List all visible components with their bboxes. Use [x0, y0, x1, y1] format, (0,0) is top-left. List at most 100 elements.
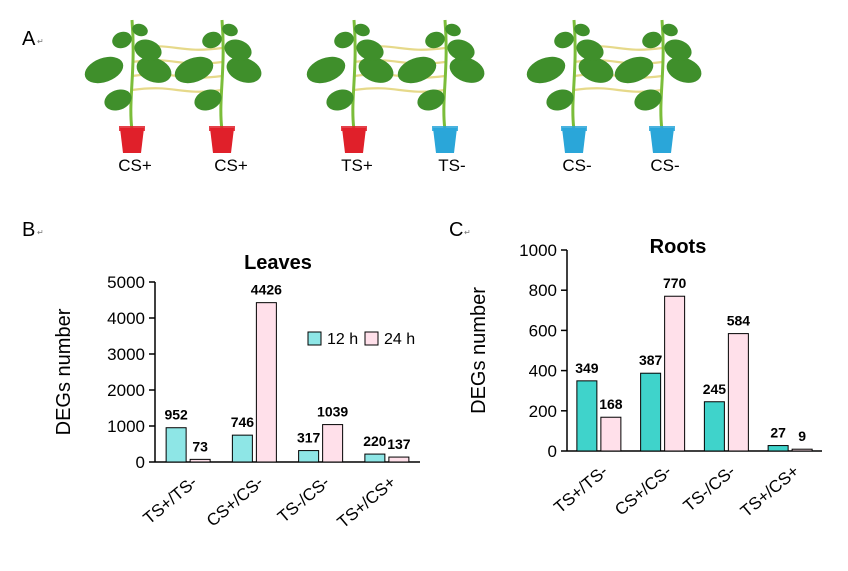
pot	[342, 128, 366, 153]
pot-rim	[341, 126, 367, 131]
plant-label: CS+	[118, 156, 152, 175]
pot-rim	[649, 126, 675, 131]
y-tick-label: 4000	[107, 309, 145, 328]
bar-12h	[364, 453, 386, 463]
plant: TS-	[397, 19, 485, 175]
stem	[442, 19, 448, 131]
pot	[650, 128, 674, 153]
leaf	[425, 31, 445, 49]
legend-swatch	[364, 331, 379, 346]
leaf	[358, 57, 394, 83]
leaf	[226, 57, 262, 83]
panel-label-a: A	[22, 28, 36, 50]
stem	[351, 19, 357, 131]
bar-12h	[767, 445, 789, 452]
x-tick-label: TS-/CS-	[680, 462, 739, 516]
x-tick-label: TS+/CS+	[737, 461, 803, 521]
plant: CS-	[526, 19, 614, 175]
leaf	[84, 56, 124, 84]
data-label: 245	[703, 381, 727, 397]
bar-24h	[664, 295, 686, 452]
leaf	[356, 39, 384, 61]
y-tick-label: 800	[529, 281, 557, 300]
bar-12h	[576, 380, 598, 452]
pot-rim	[209, 126, 235, 131]
leaf	[447, 39, 475, 61]
x-tick-label: TS+/TS-	[550, 462, 611, 518]
leaf	[526, 56, 566, 84]
panel-label-c: C	[449, 219, 463, 241]
pot	[210, 128, 234, 153]
stem	[129, 19, 135, 131]
leaf	[134, 39, 162, 61]
data-label: 746	[231, 414, 255, 430]
bar-12h	[298, 450, 320, 463]
y-tick-label: 200	[529, 402, 557, 421]
data-label: 952	[164, 407, 188, 423]
data-label: 1039	[317, 404, 348, 420]
bar-24h	[791, 448, 813, 452]
y-axis-label: DEGs number	[468, 287, 490, 414]
leaf	[136, 57, 172, 83]
return-mark-b: ↵	[37, 228, 44, 237]
pot-rim	[432, 126, 458, 131]
x-tick-label: TS+/TS-	[140, 473, 201, 529]
leaf	[334, 31, 354, 49]
leaf	[554, 31, 574, 49]
data-label: 220	[363, 433, 387, 449]
plant-label: CS-	[650, 156, 679, 175]
data-label: 73	[192, 438, 208, 454]
leaf	[614, 56, 654, 84]
plant: TS+	[306, 19, 394, 175]
legend-swatch	[307, 331, 322, 346]
data-label: 9	[798, 428, 806, 444]
leaf	[354, 23, 370, 37]
leaf	[224, 39, 252, 61]
y-tick-label: 0	[136, 453, 145, 472]
data-label: 584	[727, 313, 751, 329]
leaf	[546, 89, 574, 111]
leaf	[397, 56, 437, 84]
data-label: 770	[663, 275, 687, 291]
leaf	[174, 56, 214, 84]
legend-label: 24 h	[384, 331, 415, 348]
panel-label-b: B	[22, 219, 35, 241]
leaf	[666, 57, 702, 83]
plant: CS+	[174, 19, 262, 175]
data-label: 317	[297, 430, 321, 446]
leaf	[642, 31, 662, 49]
bar-12h	[640, 372, 662, 452]
y-tick-label: 5000	[107, 273, 145, 292]
y-tick-label: 1000	[107, 417, 145, 436]
leaf	[578, 57, 614, 83]
plant-label: CS-	[562, 156, 591, 175]
leaf	[576, 39, 604, 61]
data-label: 387	[639, 352, 663, 368]
bar-12h	[231, 434, 253, 463]
leaf	[132, 23, 148, 37]
leaf	[417, 89, 445, 111]
bar-24h	[600, 416, 622, 452]
legend-label: 12 h	[327, 331, 358, 348]
plant: CS+	[84, 19, 172, 175]
return-mark-a: ↵	[37, 37, 44, 46]
stem	[571, 19, 577, 131]
chart-title: Roots	[650, 236, 707, 258]
y-tick-label: 3000	[107, 345, 145, 364]
leaf	[306, 56, 346, 84]
plant-illustrations: CS+ CS+ TS+ TS- CS- CS-	[84, 19, 702, 175]
data-label: 349	[575, 360, 599, 376]
x-tick-label: TS-/CS-	[274, 473, 333, 527]
plant: CS-	[614, 19, 702, 175]
bar-24h	[189, 458, 211, 463]
leaf	[222, 23, 238, 37]
x-tick-label: CS+/CS-	[611, 462, 675, 520]
leaves-chart: Leaves DEGs number 0 1000 2000 3000 4000 5000 95…	[53, 252, 420, 532]
x-tick-label: TS+/CS+	[334, 472, 400, 532]
leaf	[326, 89, 354, 111]
y-tick-label: 600	[529, 321, 557, 340]
chart-title: Leaves	[244, 252, 312, 274]
pot-rim	[561, 126, 587, 131]
leaf	[449, 57, 485, 83]
leaf	[664, 39, 692, 61]
